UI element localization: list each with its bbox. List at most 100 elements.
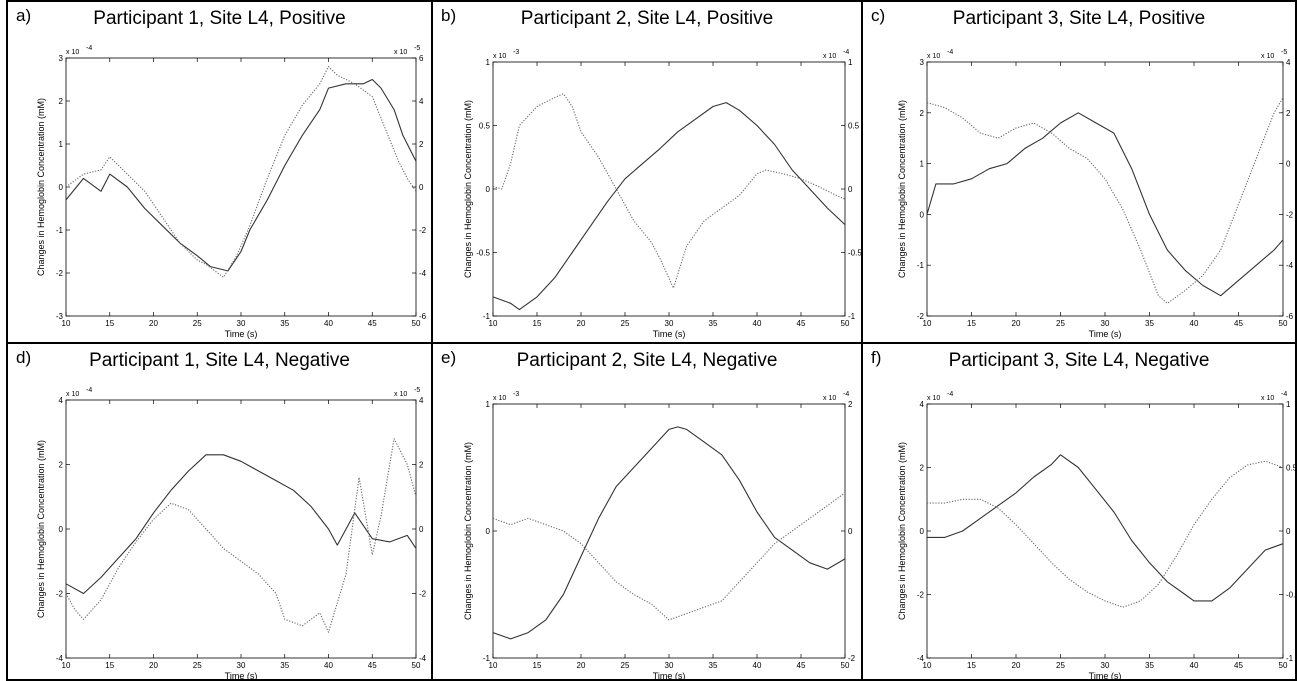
y-tick-label: -1 [917,261,925,270]
series-line-solid [492,102,846,311]
panel-label: d) [16,348,32,367]
y-exponent-power: -4 [86,45,92,52]
x-tick-label: 10 [923,661,932,670]
x-tick-label: 50 [841,319,850,328]
y-tick-label: -0.5 [476,249,490,258]
y-right-exponent-power: -5 [414,387,420,394]
series-line-solid [926,112,1284,297]
x-tick-label: 30 [1101,661,1110,670]
x-tick-label: 10 [62,319,71,328]
y-tick-label: -2 [917,591,925,600]
x-tick-label: 20 [1012,661,1021,670]
y-right-exponent-power: -4 [1281,391,1287,398]
y-right-exponent-power: -4 [843,391,849,398]
x-tick-label: 25 [193,661,202,670]
y-right-exponent-power: -5 [1281,49,1287,56]
y-exponent-label: x 10 [66,49,79,56]
y-tick-label: -4 [917,654,925,663]
x-tick-label: 30 [237,319,246,328]
chart-panel-2: b) Participant 2, Site L4, Positive 10 15 20… [431,0,871,344]
chart-svg: 10 15 20 25 30 35 40 45 50 -4 -2 0 2 4 -1 -0.5 0 0.5 1 x 10… [897,391,1297,681]
x-tick-label: 15 [967,661,976,670]
y-tick-label: 0 [486,527,491,536]
chart-svg: 10 15 20 25 30 35 40 45 50 -1 0 1 -2 0 2 x 10 -3 x 10 -4 Ti… [463,391,871,681]
plot-frame [65,57,417,317]
y-tick-label: -1 [56,226,64,235]
y-tick-label: 0 [920,527,925,536]
series-line-dotted [65,66,417,278]
x-tick-label: 45 [368,661,377,670]
y-right-exponent-label: x 10 [1261,395,1274,402]
y-tick-label: 1 [486,58,491,67]
y-tick-label: -2 [56,269,64,278]
y-right-tick-label: -0.5 [1286,591,1297,600]
y-tick-label: 2 [920,109,925,118]
y-tick-label: 3 [920,58,925,67]
x-tick-label: 25 [1056,661,1065,670]
y-right-tick-label: 2 [419,140,424,149]
x-tick-label: 10 [62,661,71,670]
y-exponent-power: -4 [86,387,92,394]
x-tick-label: 50 [412,661,421,670]
y-right-tick-label: 4 [419,396,424,405]
x-tick-label: 25 [621,661,630,670]
chart-panel-5: e) Participant 2, Site L4, Negative 10 15 20… [431,342,871,681]
panel-label: b) [441,6,457,25]
x-tick-label: 30 [1101,319,1110,328]
x-tick-label: 10 [489,661,498,670]
plot-frame [926,403,1284,659]
x-tick-label: 40 [1190,319,1199,328]
x-tick-label: 45 [797,661,806,670]
y-tick-label: 0 [59,183,64,192]
y-right-tick-label: -4 [1286,261,1294,270]
x-tick-label: 35 [709,319,718,328]
y-exponent-label: x 10 [493,395,506,402]
y-right-tick-label: 0 [1286,527,1291,536]
x-tick-label: 30 [665,661,674,670]
x-tick-label: 45 [1234,319,1243,328]
y-right-tick-label: 0 [848,185,853,194]
y-right-tick-label: 2 [848,400,853,409]
x-tick-label: 20 [149,319,158,328]
x-tick-label: 20 [149,661,158,670]
chart-title: Participant 3, Site L4, Negative [948,350,1210,371]
series-line-dotted [65,438,417,633]
x-tick-label: 50 [1279,319,1288,328]
y-tick-label: 0 [486,185,491,194]
y-tick-label: -4 [56,654,64,663]
y-right-exponent-label: x 10 [1261,53,1274,60]
x-tick-label: 50 [412,319,421,328]
y-axis-label: Changes in Hemoglobin Concentration (mM) [897,100,907,278]
x-tick-label: 40 [753,661,762,670]
x-tick-label: 15 [105,661,114,670]
x-tick-label: 30 [237,661,246,670]
y-right-tick-label: -0.5 [848,249,862,258]
y-right-tick-label: 0 [419,525,424,534]
series-line-dotted [927,460,1284,608]
y-tick-label: -2 [56,590,64,599]
y-axis-label: Changes in Hemoglobin Concentration (mM) [36,440,46,618]
y-right-exponent-power: -4 [843,49,849,56]
x-axis-label: Time (s) [225,329,258,339]
y-exponent-label: x 10 [66,391,79,398]
y-tick-label: 1 [59,140,64,149]
y-exponent-power: -3 [513,49,519,56]
y-tick-label: 4 [920,400,925,409]
x-tick-label: 20 [577,661,586,670]
y-right-tick-label: 0 [848,527,853,536]
x-tick-label: 15 [533,661,542,670]
x-tick-label: 25 [193,319,202,328]
y-tick-label: -3 [56,312,64,321]
x-tick-label: 35 [1145,319,1154,328]
y-tick-label: 3 [59,54,64,63]
x-tick-label: 45 [797,319,806,328]
y-tick-label: 1 [486,400,491,409]
x-tick-label: 40 [1190,661,1199,670]
x-tick-label: 15 [533,319,542,328]
y-tick-label: 1 [920,160,925,169]
series-line-dotted [492,93,846,289]
y-exponent-power: -4 [947,49,953,56]
y-right-tick-label: -2 [419,226,427,235]
